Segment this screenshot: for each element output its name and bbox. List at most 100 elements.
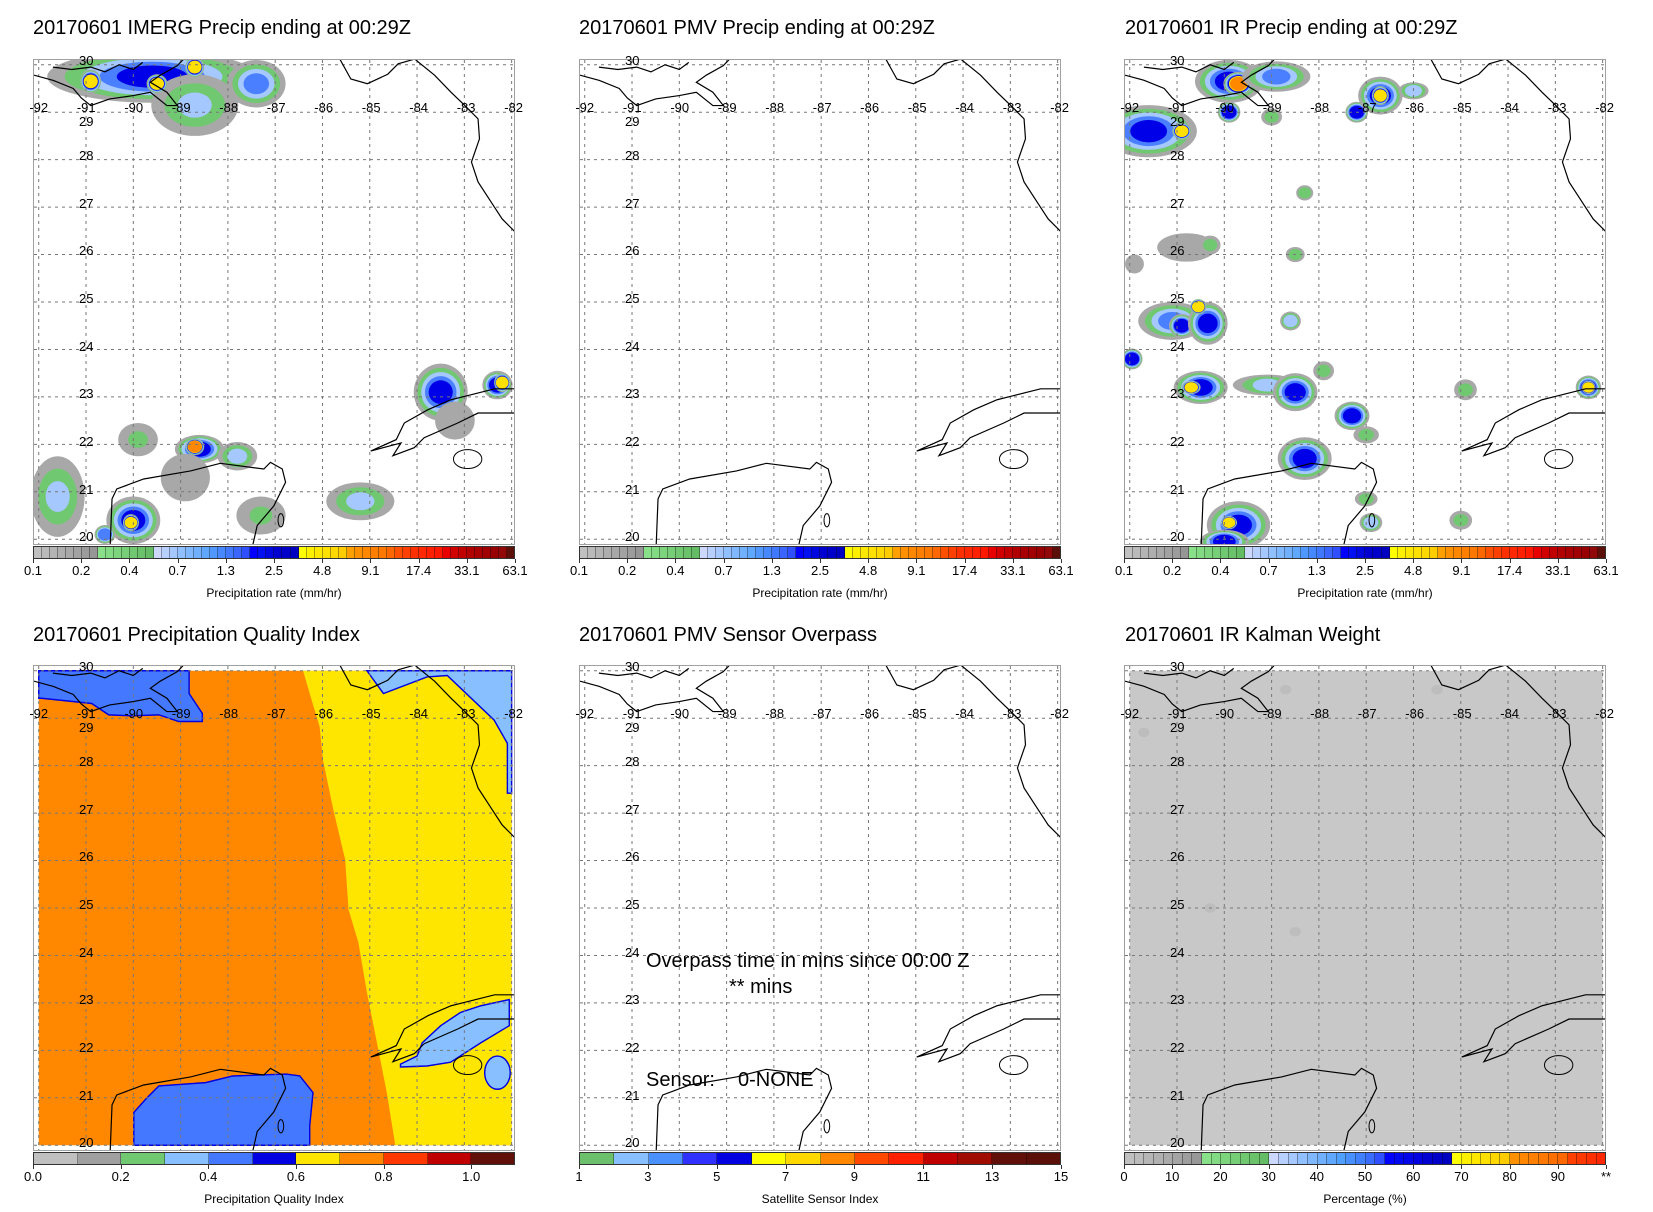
cozumel-coastline	[1369, 1120, 1375, 1133]
precip-cell	[1262, 68, 1291, 85]
colorbar-cell	[1453, 547, 1462, 558]
longitude-label: -88	[219, 706, 239, 722]
latitude-label: 21	[79, 1087, 94, 1103]
coastline	[1144, 668, 1234, 677]
colorbar-cell	[50, 547, 59, 558]
coastline	[580, 60, 733, 106]
colorbar-tick-label: 1.3	[216, 563, 235, 578]
colorbar-cell	[1577, 1153, 1587, 1164]
coastline	[1462, 995, 1605, 1062]
colorbar-cell	[924, 547, 933, 558]
colorbar-imerg	[33, 546, 515, 559]
colorbar-tick-label: 0.1	[23, 563, 43, 578]
panel-title-ir: 20170601 IR Precip ending at 00:29Z	[1125, 17, 1458, 39]
colorbar-cell	[306, 547, 315, 558]
colorbar-cell	[250, 547, 259, 558]
latitude-label: 23	[79, 992, 94, 1008]
coastline	[1125, 666, 1278, 712]
colorbar-cell	[1336, 1153, 1347, 1164]
colorbar-cell	[644, 547, 653, 558]
colorbar-cell	[716, 547, 725, 558]
colorbar-cell	[1269, 1153, 1279, 1164]
colorbar-tick	[1124, 559, 1125, 563]
colorbar-cell	[700, 547, 709, 558]
colorbar-cell	[146, 547, 155, 558]
map-canvas	[580, 60, 1060, 544]
colorbar-cell	[852, 547, 861, 558]
colorbar-cell	[130, 547, 139, 558]
colorbar-cell	[1557, 547, 1566, 558]
latitude-label: 30	[1170, 52, 1185, 68]
colorbar-tick-label: 1.0	[462, 1169, 481, 1184]
colorbar-cell	[1288, 1153, 1299, 1164]
colorbar-cell	[820, 1153, 855, 1164]
colorbar-tick	[471, 1165, 473, 1169]
colorbar-tick	[274, 559, 275, 563]
latitude-label: 25	[625, 897, 640, 912]
colorbar-cell	[1182, 1153, 1193, 1164]
longitude-label: -87	[266, 706, 286, 722]
sensor-label: Sensor:	[646, 1069, 715, 1091]
latitude-label: 28	[79, 148, 94, 164]
colorbar-cell	[34, 547, 43, 558]
coastline	[34, 666, 187, 712]
colorbar-cell	[1501, 547, 1510, 558]
colorbar-cell	[471, 1153, 515, 1164]
colorbar-cell	[764, 547, 773, 558]
longitude-label: -92	[575, 100, 595, 116]
colorbar-tick	[868, 559, 870, 563]
colorbar-cell	[1125, 1153, 1135, 1164]
colorbar-tick	[1509, 1165, 1511, 1169]
longitude-label: -91	[76, 100, 96, 116]
colorbar-tick	[1316, 559, 1318, 563]
colorbar-cell	[1327, 1153, 1337, 1164]
colorbar-cell	[1452, 1153, 1462, 1164]
isle-of-youth-coastline	[999, 450, 1027, 469]
colorbar-cell	[1442, 1153, 1453, 1164]
colorbar-cell	[1269, 547, 1278, 558]
colorbar-tick	[81, 559, 83, 563]
colorbar-cell	[1533, 547, 1542, 558]
colorbar-cell	[1004, 547, 1013, 558]
precip-cell	[97, 528, 113, 541]
colorbar-cell	[1597, 547, 1605, 558]
longitude-label: -89	[717, 100, 737, 116]
colorbar-cell	[788, 547, 797, 558]
longitude-label: -85	[1452, 706, 1472, 722]
colorbar-title: Satellite Sensor Index	[761, 1192, 879, 1206]
precip-cell	[1125, 352, 1140, 366]
longitude-label: -82	[504, 100, 524, 116]
colorbar-cell	[1517, 547, 1526, 558]
latitude-label: 27	[625, 195, 640, 211]
coastline	[656, 462, 831, 544]
colorbar-tick	[820, 559, 821, 563]
colorbar-cell	[1490, 1153, 1501, 1164]
longitude-label: -92	[1120, 100, 1140, 116]
colorbar-cell	[194, 547, 203, 558]
colorbar-cell	[450, 547, 459, 558]
colorbar-cell	[820, 547, 829, 558]
coastline	[371, 995, 514, 1062]
colorbar-cell	[1277, 547, 1286, 558]
colorbar-tick-label: 11	[916, 1169, 931, 1184]
colorbar-cell	[378, 547, 387, 558]
colorbar-tick	[1413, 1165, 1415, 1169]
colorbar-cell	[1125, 547, 1134, 558]
colorbar-cell	[692, 547, 701, 558]
latitude-label: 23	[1170, 992, 1185, 1008]
colorbar-tick-label: 4.8	[313, 563, 332, 578]
colorbar-cell	[1558, 1153, 1568, 1164]
latitude-label: 25	[79, 291, 94, 306]
colorbar-tick-label: 0.2	[72, 563, 91, 578]
colorbar-cell	[1525, 547, 1534, 558]
colorbar-cell	[202, 547, 211, 558]
colorbar-cell	[1573, 547, 1582, 558]
colorbar-cell	[1261, 547, 1270, 558]
colorbar-cell	[1357, 547, 1366, 558]
longitude-label: -91	[622, 706, 642, 722]
coastline	[110, 1068, 285, 1150]
colorbar-cell	[1134, 1153, 1145, 1164]
isle-of-youth-coastline	[1544, 450, 1572, 469]
colorbar-tick	[1606, 559, 1607, 563]
colorbar-cell	[1213, 547, 1222, 558]
